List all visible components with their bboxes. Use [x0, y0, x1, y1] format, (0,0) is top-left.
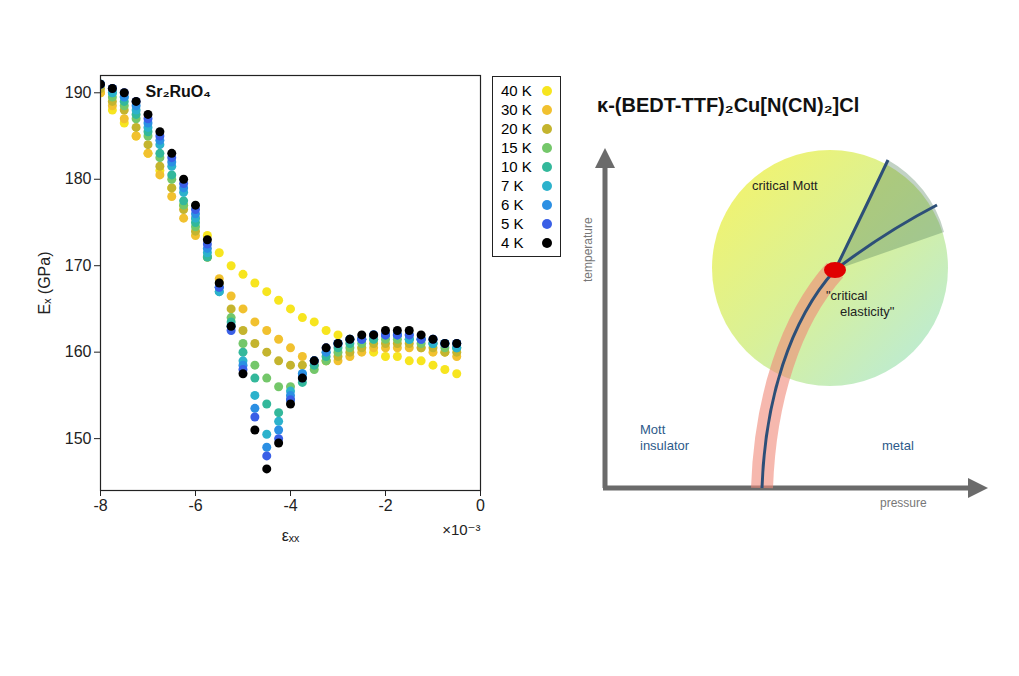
svg-text:170: 170 — [65, 257, 92, 274]
svg-text:-4: -4 — [283, 497, 297, 514]
svg-text:190: 190 — [65, 84, 92, 101]
svg-text:temperature: temperature — [581, 217, 595, 282]
svg-text:"criticalelasticity": "criticalelasticity" — [826, 288, 895, 319]
html-text:7 K: 7 K — [501, 177, 524, 194]
svg-text:metal: metal — [882, 438, 914, 453]
svg-text:-8: -8 — [93, 497, 107, 514]
html-text:4 K: 4 K — [501, 234, 524, 251]
svg-text:0: 0 — [476, 497, 485, 514]
html-text:6 K: 6 K — [501, 196, 524, 213]
svg-text:Mottinsulator: Mottinsulator — [640, 422, 690, 453]
svg-text:pressure: pressure — [880, 496, 927, 510]
svg-text:-6: -6 — [188, 497, 202, 514]
html-text:40 K: 40 K — [501, 82, 532, 99]
svg-text:180: 180 — [65, 170, 92, 187]
svg-text:Eₓ (GPa): Eₓ (GPa) — [36, 251, 53, 314]
svg-text:εₓₓ: εₓₓ — [282, 527, 300, 544]
html-text:10 K: 10 K — [501, 158, 532, 175]
svg-text:Sr₂RuO₄: Sr₂RuO₄ — [146, 83, 211, 100]
html-text:30 K: 30 K — [501, 101, 532, 118]
svg-text:-2: -2 — [378, 497, 392, 514]
html-text:5 K: 5 K — [501, 215, 524, 232]
svg-text:160: 160 — [65, 343, 92, 360]
svg-text:150: 150 — [65, 430, 92, 447]
svg-text:×10⁻³: ×10⁻³ — [442, 521, 480, 538]
svg-text:critical Mott: critical Mott — [752, 178, 818, 193]
html-text:15 K: 15 K — [501, 139, 532, 156]
svg-text:κ-(BEDT-TTF)₂Cu[N(CN)₂]Cl: κ-(BEDT-TTF)₂Cu[N(CN)₂]Cl — [597, 94, 859, 116]
html-text:20 K: 20 K — [501, 120, 532, 137]
